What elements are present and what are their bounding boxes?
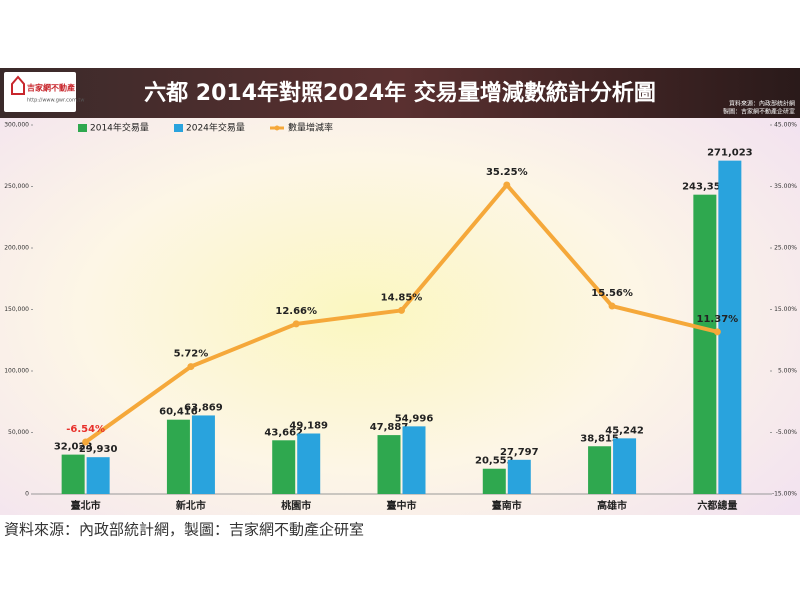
y2-tick-label: 45.00% xyxy=(774,122,797,129)
value-label: 49,189 xyxy=(289,420,328,431)
value-label: 27,797 xyxy=(500,447,539,458)
logo-name: 吉家網不動產 xyxy=(27,83,75,93)
bar xyxy=(272,440,296,494)
bar xyxy=(507,459,531,494)
legend-label: 2014年交易量 xyxy=(90,122,149,134)
y2-tick-label: 25.00% xyxy=(774,245,797,252)
value-label: 54,996 xyxy=(395,413,434,424)
rate-label: 35.25% xyxy=(486,167,528,178)
value-label: 29,930 xyxy=(79,444,118,455)
x-tick-label: 臺中市 xyxy=(387,499,417,512)
rate-label: 12.66% xyxy=(275,306,317,317)
value-label: 32,023 xyxy=(54,442,93,453)
legend-label: 2024年交易量 xyxy=(186,122,245,134)
value-label: 38,815 xyxy=(580,433,619,444)
rate-point xyxy=(398,306,405,314)
value-label: 63,869 xyxy=(184,402,223,413)
value-label: 60,416 xyxy=(159,407,198,418)
value-label: 271,023 xyxy=(707,148,753,159)
rate-point xyxy=(713,328,721,336)
bar xyxy=(166,419,190,494)
x-tick-label: 高雄市 xyxy=(597,499,627,512)
y2-tick-label: 5.00% xyxy=(778,368,797,375)
rate-point xyxy=(187,363,195,371)
bar xyxy=(61,454,85,494)
bar xyxy=(402,426,426,494)
bar xyxy=(191,415,215,494)
rate-point xyxy=(292,320,300,328)
chart-title: 六都 2014年對照2024年 交易量增減數統計分析圖 xyxy=(144,80,656,106)
bar xyxy=(613,438,637,494)
legend-swatch xyxy=(274,125,280,131)
bar xyxy=(588,446,612,494)
legend-swatch xyxy=(78,124,87,132)
x-tick-label: 臺南市 xyxy=(492,499,522,512)
logo-url: http://www.gwr.com.tw xyxy=(27,98,84,104)
y2-tick-label: -5.00% xyxy=(776,429,798,436)
bar xyxy=(297,433,321,494)
legend-label: 數量增減率 xyxy=(288,122,333,134)
y-tick-label: 200,000 xyxy=(4,245,29,252)
y-tick-label: 50,000 xyxy=(8,429,29,436)
x-tick-label: 新北市 xyxy=(176,499,206,512)
bar xyxy=(86,457,110,494)
logo-icon xyxy=(11,75,25,95)
caption: 資料來源：內政部統計網，製圖：吉家網不動產企研室 xyxy=(4,521,364,539)
rate-point xyxy=(503,181,511,189)
x-tick-label: 桃園市 xyxy=(281,499,311,512)
y-tick-label: 100,000 xyxy=(4,368,29,375)
source-note: 製圖：吉家網不動產企研室 xyxy=(723,108,795,116)
source-note: 資料來源：內政部統計網 xyxy=(729,100,795,108)
bar xyxy=(482,468,506,494)
y2-tick-label: 35.00% xyxy=(774,183,797,190)
rate-point xyxy=(82,438,90,446)
value-label: 47,887 xyxy=(370,422,409,433)
rate-label: 11.37% xyxy=(697,314,739,325)
y-tick-label: 150,000 xyxy=(4,306,29,313)
rate-point xyxy=(608,302,616,310)
legend-swatch xyxy=(174,124,183,132)
y-tick-label: 0 xyxy=(25,491,29,498)
rate-label: 15.56% xyxy=(591,288,633,299)
bar xyxy=(377,435,401,494)
y-tick-label: 250,000 xyxy=(4,183,29,190)
bar xyxy=(693,194,717,495)
value-label: 43,662 xyxy=(264,427,303,438)
value-label: 20,552 xyxy=(475,456,514,467)
y-tick-label: 300,000 xyxy=(4,122,29,129)
bar xyxy=(718,160,742,494)
value-label: 45,242 xyxy=(605,425,644,436)
value-label: 243,355 xyxy=(682,182,728,193)
x-tick-label: 六都總量 xyxy=(697,499,737,512)
rate-label: 5.72% xyxy=(174,349,209,360)
rate-label: 14.85% xyxy=(381,292,423,303)
y2-tick-label: 15.00% xyxy=(774,306,797,313)
header-band xyxy=(0,68,800,118)
rate-label: -6.54% xyxy=(66,424,105,435)
x-tick-label: 臺北市 xyxy=(71,499,101,512)
y2-tick-label: -15.00% xyxy=(772,491,797,498)
